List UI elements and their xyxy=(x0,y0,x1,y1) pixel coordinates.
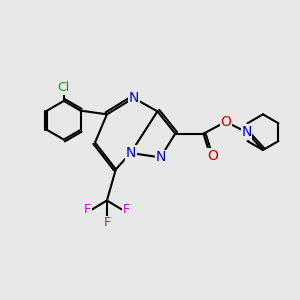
Text: N: N xyxy=(128,91,139,105)
Text: N: N xyxy=(242,125,252,139)
Text: F: F xyxy=(123,203,130,216)
Text: Cl: Cl xyxy=(58,81,70,94)
Text: F: F xyxy=(103,216,110,229)
Text: O: O xyxy=(207,149,218,163)
Text: N: N xyxy=(125,146,136,160)
Text: F: F xyxy=(84,203,91,216)
Text: O: O xyxy=(220,115,231,129)
Text: N: N xyxy=(155,150,166,164)
